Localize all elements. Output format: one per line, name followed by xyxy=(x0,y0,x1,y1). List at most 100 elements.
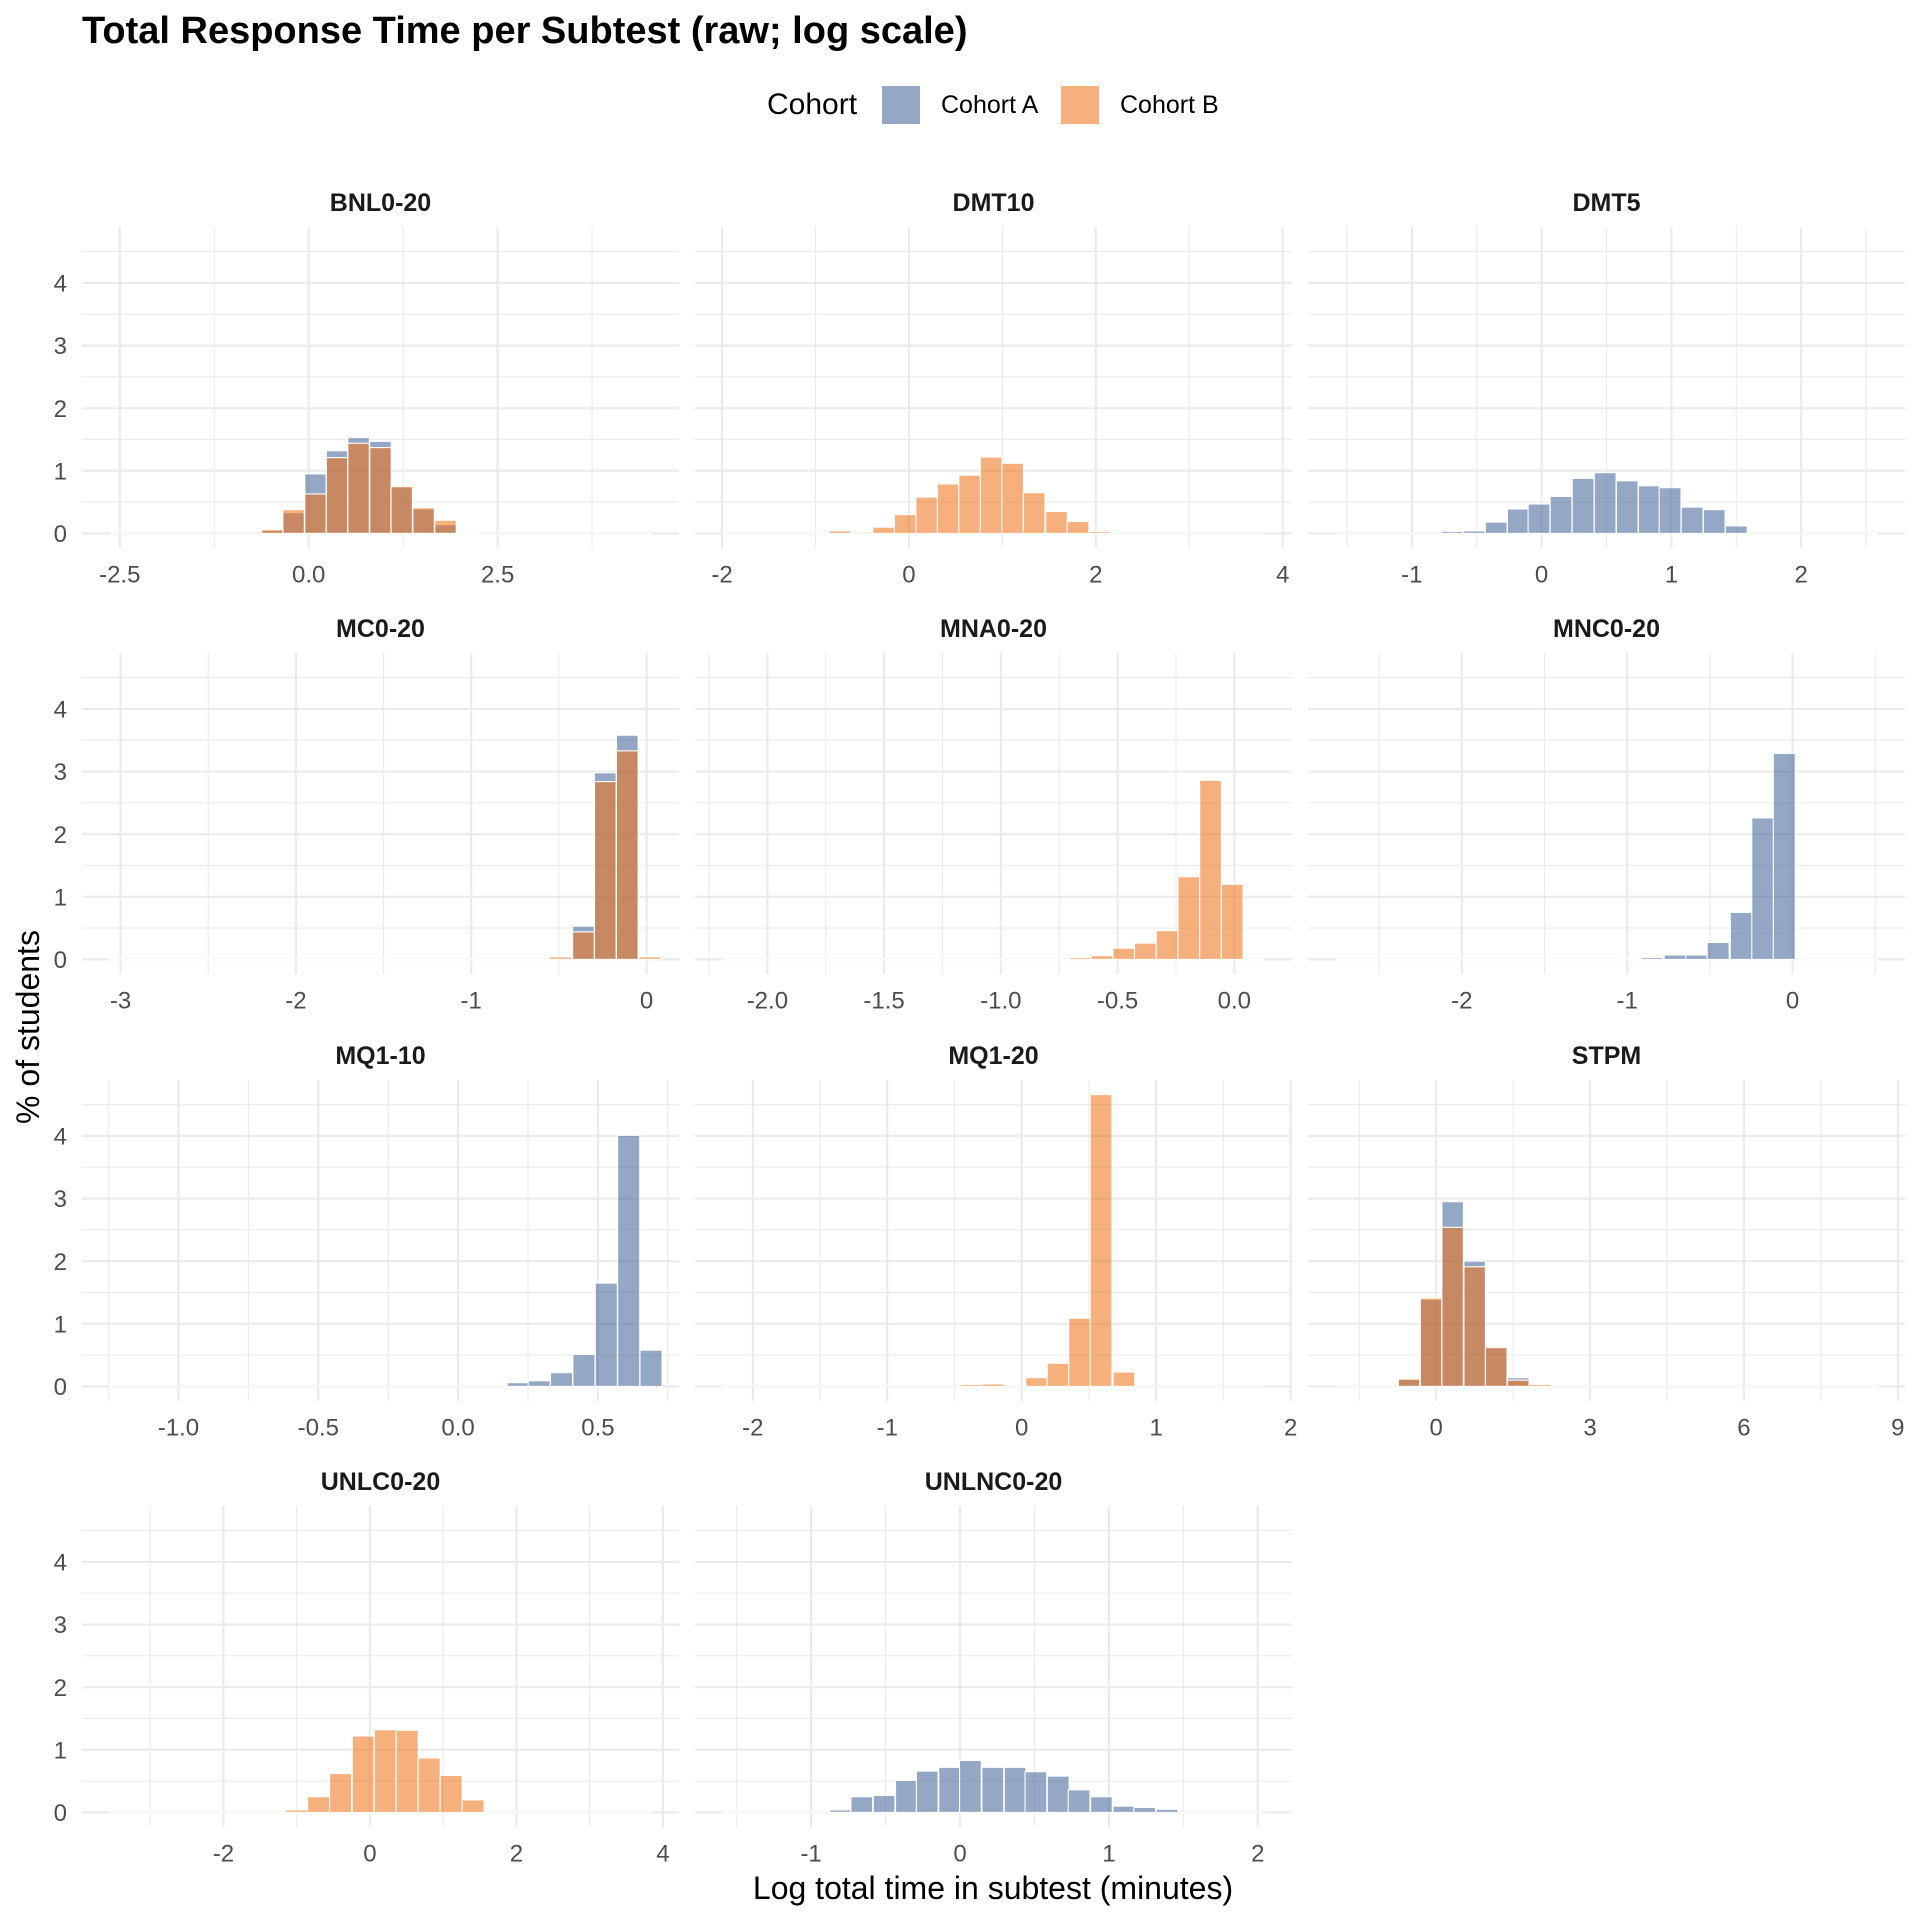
bar-cohort-b xyxy=(434,519,457,534)
x-tick-label: 6 xyxy=(1737,1414,1750,1441)
bar-cohort-b xyxy=(1090,955,1114,960)
bar-cohort-b xyxy=(915,496,939,534)
bar-cohort-a xyxy=(1484,521,1508,534)
x-tick-label: 4 xyxy=(1276,561,1289,588)
bar-cohort-b xyxy=(1022,492,1046,534)
bar-cohort-a xyxy=(1046,1775,1070,1813)
panel-dmt5: DMT5 -1 0 1 2 xyxy=(1308,189,1905,588)
bar-cohort-b xyxy=(329,1773,353,1813)
bar-cohort-b xyxy=(325,457,349,534)
bar-cohort-b xyxy=(285,1809,309,1813)
bar-cohort-a xyxy=(959,1759,982,1813)
bar-cohort-b xyxy=(1419,1297,1443,1387)
bar-cohort-a xyxy=(1751,817,1775,960)
bar-cohort-a xyxy=(1729,911,1753,960)
x-tick-label: 0.5 xyxy=(581,1414,614,1441)
bar-cohort-b xyxy=(572,931,595,960)
legend-key-cohort-b xyxy=(1061,86,1099,124)
panel-mq1-20: MQ1-20 -2 -1 0 1 2 xyxy=(695,1042,1297,1441)
x-tick-label: 2 xyxy=(1251,1840,1264,1867)
bar-cohort-b xyxy=(850,531,874,534)
bar-cohort-b xyxy=(304,493,327,534)
x-tick-label: 0 xyxy=(1430,1414,1443,1441)
bar-cohort-b xyxy=(347,442,370,534)
y-tick-label: 2 xyxy=(54,1675,67,1702)
y-tick-label: 4 xyxy=(54,697,67,724)
x-tick-label: 2.5 xyxy=(481,561,514,588)
panel-title: MC0-20 xyxy=(336,615,425,643)
panel-title: BNL0-20 xyxy=(330,189,431,217)
panel-bnl0-20: BNL0-20 -2.5 0.0 2.5 0 1 2 3 4 xyxy=(54,189,679,588)
y-tick-label: 2 xyxy=(54,1249,67,1276)
bar-cohort-b xyxy=(1068,956,1092,960)
bar-cohort-a xyxy=(1024,1771,1048,1813)
x-tick-label: -0.5 xyxy=(1097,987,1138,1014)
y-tick-label: 3 xyxy=(54,1186,67,1213)
x-tick-label: -1.0 xyxy=(158,1414,199,1441)
bar-cohort-a xyxy=(1618,958,1643,960)
bar-cohort-b xyxy=(461,1799,485,1813)
x-axis-title: Log total time in subtest (minutes) xyxy=(753,1870,1233,1906)
bar-cohort-a xyxy=(1155,1808,1179,1813)
bar-cohort-a xyxy=(1462,530,1486,534)
x-tick-label: -1 xyxy=(1616,987,1637,1014)
y-tick-label: 3 xyxy=(54,1612,67,1639)
x-tick-label: 0.0 xyxy=(1218,987,1251,1014)
panel-title: MQ1-10 xyxy=(335,1042,425,1070)
bar-cohort-b xyxy=(1441,1226,1464,1387)
panel-mc0-20: MC0-20 -3 -2 -1 0 0 1 2 3 4 xyxy=(54,615,679,1014)
y-tick-label: 0 xyxy=(54,1800,67,1827)
bar-cohort-b xyxy=(828,530,852,534)
bar-cohort-a xyxy=(1680,506,1704,534)
x-tick-label: -0.5 xyxy=(298,1414,339,1441)
bar-cohort-b xyxy=(1199,779,1222,960)
bar-cohort-a xyxy=(1746,531,1770,534)
bar-cohort-b xyxy=(593,781,617,960)
bar-cohort-a xyxy=(1772,752,1796,960)
x-tick-label: 2 xyxy=(1089,561,1102,588)
legend: Cohort Cohort A Cohort B xyxy=(0,86,1920,124)
bar-cohort-b xyxy=(1220,883,1244,960)
panel-title: UNLC0-20 xyxy=(321,1468,440,1496)
panel-mna0-20: MNA0-20 -2.0 -1.5 -1.0 -0.5 0.0 xyxy=(695,615,1292,1014)
bar-cohort-a xyxy=(1706,941,1730,960)
bar-cohort-a xyxy=(872,1794,896,1813)
bar-cohort-b xyxy=(1155,930,1179,960)
bar-cohort-b xyxy=(958,474,982,534)
bar-cohort-b xyxy=(455,532,478,534)
x-tick-label: 9 xyxy=(1891,1414,1904,1441)
x-tick-label: 1 xyxy=(1665,561,1678,588)
y-tick-label: 2 xyxy=(54,396,67,423)
y-tick-label: 2 xyxy=(54,822,67,849)
panel-mq1-10: MQ1-10 -1.0 -0.5 0.0 0.5 0 1 2 3 4 xyxy=(54,1042,679,1441)
bar-cohort-a xyxy=(549,1372,574,1387)
panel-mnc0-20: MNC0-20 -2 -1 0 xyxy=(1308,615,1905,1014)
bar-cohort-b xyxy=(1177,876,1201,960)
x-tick-label: -2 xyxy=(213,1840,234,1867)
y-tick-label: 4 xyxy=(54,1124,67,1151)
bar-cohort-a xyxy=(1067,1789,1091,1813)
panel-title: STPM xyxy=(1572,1042,1641,1070)
bar-cohort-b xyxy=(893,514,917,534)
bar-cohort-b xyxy=(395,1729,419,1813)
bar-cohort-b xyxy=(1066,520,1090,534)
x-tick-label: 2 xyxy=(1284,1414,1297,1441)
x-tick-label: -1 xyxy=(800,1840,821,1867)
x-tick-label: -2 xyxy=(742,1414,763,1441)
panel-unlnc0-20: UNLNC0-20 -1 0 1 2 xyxy=(695,1468,1292,1867)
y-tick-label: 3 xyxy=(54,759,67,786)
bar-cohort-b xyxy=(638,956,662,960)
legend-title: Cohort xyxy=(767,88,858,121)
x-tick-label: -1 xyxy=(461,987,482,1014)
panel-title: UNLNC0-20 xyxy=(925,1468,1063,1496)
bar-cohort-b xyxy=(872,526,896,534)
x-tick-label: -1 xyxy=(1401,561,1422,588)
x-tick-label: 0 xyxy=(363,1840,376,1867)
bar-cohort-b xyxy=(936,483,960,534)
bar-cohort-b xyxy=(1112,947,1136,960)
bar-cohort-a xyxy=(639,1349,663,1387)
bar-cohort-b xyxy=(1133,942,1157,960)
y-tick-label: 1 xyxy=(54,1737,67,1764)
bar-cohort-a xyxy=(850,1796,874,1813)
